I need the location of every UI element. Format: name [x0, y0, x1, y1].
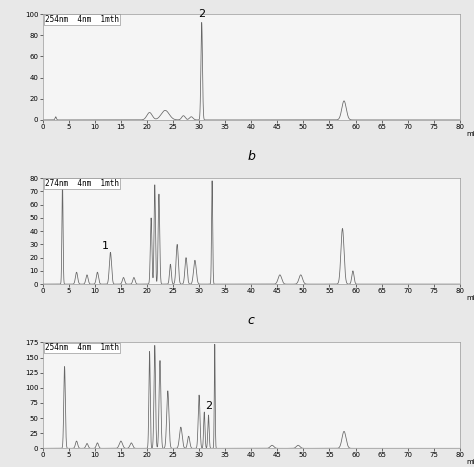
Text: 1: 1: [102, 241, 109, 251]
Text: 2: 2: [198, 9, 205, 19]
Text: min: min: [467, 131, 474, 137]
Text: 2: 2: [205, 402, 212, 411]
Text: b: b: [247, 149, 255, 163]
Text: 254nm  4nm  1mth: 254nm 4nm 1mth: [45, 343, 119, 353]
Text: 254nm  4nm  1mth: 254nm 4nm 1mth: [45, 15, 119, 24]
Text: min: min: [467, 460, 474, 466]
Text: min: min: [467, 295, 474, 301]
Text: c: c: [248, 314, 255, 327]
Text: 274nm  4nm  1mth: 274nm 4nm 1mth: [45, 179, 119, 188]
